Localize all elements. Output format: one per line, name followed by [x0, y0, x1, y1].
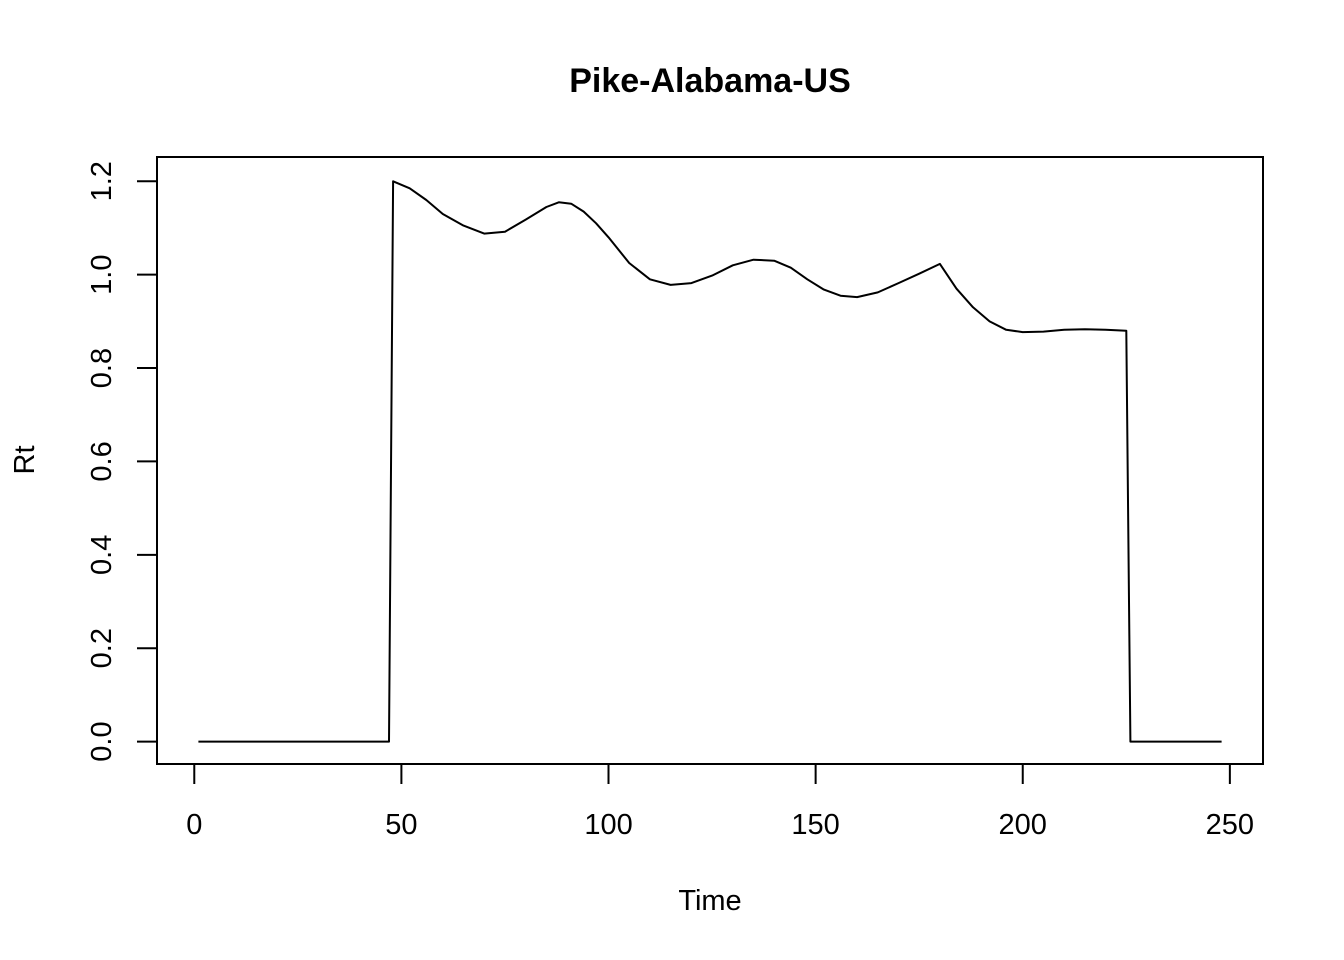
x-tick-label: 200 — [999, 809, 1047, 841]
x-tick-label: 150 — [791, 809, 839, 841]
y-tick-label: 1.2 — [86, 161, 118, 201]
x-tick-label: 100 — [584, 809, 632, 841]
plot-frame — [156, 156, 1264, 765]
series-line — [198, 180, 1222, 743]
x-axis: 0 50 100 150 200 250 — [186, 763, 1254, 841]
chart-title: Pike-Alabama-US — [569, 62, 851, 100]
y-tick-label: 0.0 — [86, 721, 118, 761]
y-axis-label: Rt — [9, 446, 41, 475]
y-tick-label: 1.0 — [86, 255, 118, 295]
x-tick-label: 0 — [186, 809, 202, 841]
y-axis: 0.0 0.2 0.4 0.6 0.8 1.0 1.2 — [86, 161, 158, 762]
x-axis-label: Time — [678, 885, 741, 917]
y-tick-label: 0.2 — [86, 628, 118, 668]
x-tick-label: 50 — [385, 809, 417, 841]
x-tick-label: 250 — [1206, 809, 1254, 841]
y-tick-label: 0.8 — [86, 348, 118, 388]
y-tick-label: 0.6 — [86, 441, 118, 481]
y-tick-label: 0.4 — [86, 535, 118, 575]
